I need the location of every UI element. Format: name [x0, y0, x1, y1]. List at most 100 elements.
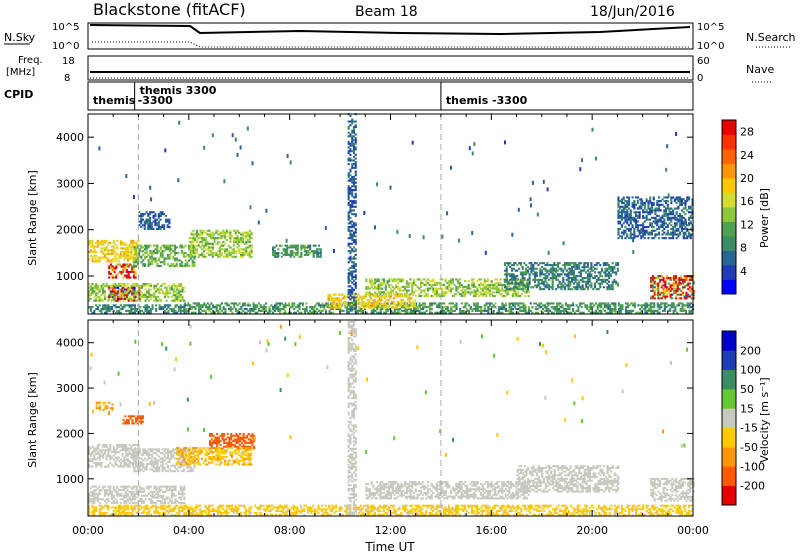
echo-cell	[654, 229, 657, 232]
echo-cell	[423, 295, 426, 298]
echo-cell	[105, 252, 108, 255]
echo-cell	[656, 311, 659, 314]
echo-cell	[349, 233, 352, 236]
echo-cell	[273, 253, 276, 256]
echo-cell	[103, 254, 106, 257]
echo-cell	[111, 276, 114, 279]
echo-cell	[613, 280, 616, 283]
echo-cell	[378, 299, 381, 302]
echo-cell	[176, 294, 179, 297]
echo-cell	[220, 309, 223, 312]
echo-cell	[522, 285, 525, 288]
echo-cell	[680, 202, 683, 205]
echo-cell	[658, 304, 661, 307]
echo-cell	[629, 213, 632, 216]
echo-cell	[309, 246, 312, 249]
echo-cell	[117, 286, 120, 289]
echo-cell	[528, 267, 531, 270]
echo-cell	[140, 216, 143, 219]
echo-cell	[148, 292, 151, 295]
echo-cell	[210, 302, 213, 305]
echo-cell	[542, 277, 545, 280]
echo-cell	[588, 271, 591, 274]
echo-cell	[638, 207, 641, 210]
echo-cell	[183, 311, 186, 314]
echo-cell	[617, 211, 620, 214]
echo-cell	[365, 287, 368, 290]
echo-cell	[542, 288, 545, 291]
echo-cell	[354, 276, 357, 279]
echo-cell	[351, 166, 354, 169]
echo-cell	[215, 308, 218, 311]
echo-cell	[358, 309, 361, 312]
echo-cell	[354, 268, 357, 271]
echo-cell	[642, 235, 645, 238]
echo-cell	[636, 224, 639, 227]
echo-cell	[688, 304, 691, 307]
echo-cell	[134, 295, 137, 298]
echo-cell	[373, 295, 376, 298]
echo-cell	[425, 295, 428, 298]
echo-cell	[610, 302, 613, 305]
echo-cell	[131, 286, 134, 289]
echo-cell	[613, 271, 616, 274]
echo-cell	[360, 311, 363, 314]
echo-cell	[624, 231, 627, 234]
echo-cell	[103, 247, 106, 250]
echo-cell	[660, 291, 663, 294]
echo-cell	[347, 218, 350, 221]
echo-cell	[404, 287, 407, 290]
echo-cell	[432, 289, 435, 292]
echo-cell	[602, 262, 605, 265]
echo-cell	[263, 304, 266, 307]
echo-cell	[188, 237, 191, 240]
echo-cell	[649, 302, 652, 305]
echo-cell	[163, 286, 166, 289]
echo-cell	[647, 309, 650, 312]
echo-cell	[289, 160, 292, 165]
echo-cell	[172, 294, 175, 297]
echo-cell	[188, 240, 191, 243]
echo-cell	[185, 309, 188, 312]
echo-cell	[563, 288, 566, 291]
echo-cell	[604, 264, 607, 267]
echo-cell	[459, 309, 462, 312]
echo-cell	[377, 278, 380, 281]
echo-cell	[302, 304, 305, 307]
echo-cell	[588, 278, 591, 281]
echo-cell	[399, 304, 402, 307]
echo-cell	[607, 306, 610, 309]
echo-cell	[327, 295, 330, 298]
echo-cell	[286, 246, 289, 249]
echo-cell	[286, 248, 289, 251]
echo-cell	[362, 311, 365, 314]
echo-cell	[519, 288, 522, 291]
echo-cell	[215, 242, 218, 245]
echo-cell	[436, 311, 439, 314]
echo-cell	[595, 156, 598, 161]
echo-cell	[133, 311, 136, 314]
echo-cell	[242, 309, 245, 312]
echo-cell	[312, 306, 315, 309]
echo-cell	[289, 311, 292, 314]
echo-cell	[664, 280, 667, 283]
echo-cell	[201, 248, 204, 251]
echo-cell	[352, 289, 355, 292]
echo-cell	[602, 286, 605, 289]
echo-cell	[453, 283, 456, 286]
echo-cell	[492, 285, 495, 288]
echo-cell	[108, 295, 111, 298]
echo-cell	[579, 275, 582, 278]
echo-cell	[636, 200, 639, 203]
echo-cell	[347, 185, 350, 188]
echo-cell	[490, 283, 493, 286]
echo-cell	[371, 302, 374, 305]
echo-cell	[464, 289, 467, 292]
echo-cell	[546, 277, 549, 280]
echo-cell	[635, 220, 638, 223]
echo-cell	[147, 261, 150, 264]
echo-cell	[296, 306, 299, 309]
echo-cell	[622, 211, 625, 214]
echo-cell	[238, 239, 241, 242]
echo-cell	[172, 284, 175, 287]
